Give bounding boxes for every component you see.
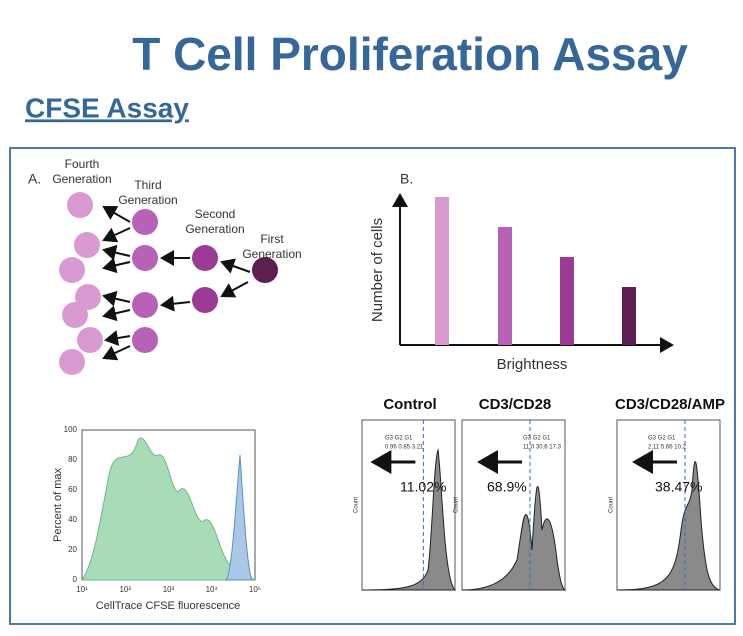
generation-label: Generation xyxy=(185,222,244,236)
y-label: Count xyxy=(609,497,615,513)
x-tick-label: 10¹ xyxy=(76,585,88,594)
y-tick-label: 20 xyxy=(68,545,77,554)
percent: 38.47% xyxy=(655,479,702,495)
flow-histogram xyxy=(616,461,721,591)
generation-label: Third xyxy=(134,178,161,192)
gates: G3 G2 G1 xyxy=(385,436,413,442)
cell xyxy=(132,327,158,353)
gates: G3 G2 G1 xyxy=(523,436,551,442)
panel-title: CD3/CD28/AMP xyxy=(615,396,725,413)
bar xyxy=(435,197,449,345)
arrow xyxy=(220,281,249,298)
flow-histogram xyxy=(461,486,567,591)
percent: 68.9% xyxy=(487,479,527,495)
percent: 11.02% xyxy=(400,479,446,495)
histogram-curve xyxy=(81,437,256,581)
arrow xyxy=(160,295,191,312)
bar xyxy=(498,227,512,345)
cell xyxy=(77,327,103,353)
arrow xyxy=(102,345,131,361)
y-tick-label: 60 xyxy=(68,485,77,494)
y-label: Count xyxy=(454,497,460,513)
generation-label: Fourth xyxy=(65,157,100,171)
cell xyxy=(75,284,101,310)
panel-title: Control xyxy=(383,396,436,413)
arrow xyxy=(102,244,131,261)
y-label: Count xyxy=(354,497,360,513)
generation-label: Generation xyxy=(52,172,111,186)
arrow xyxy=(102,305,131,322)
arrow xyxy=(104,330,131,346)
title: T Cell Proliferation Assay xyxy=(132,28,688,80)
cell xyxy=(67,192,93,218)
cell xyxy=(74,232,100,258)
axis-label: Brightness xyxy=(497,356,568,373)
x-tick-label: 10⁵ xyxy=(249,585,261,594)
gate-values: 2.11 5.66 10.2 xyxy=(648,445,687,451)
axis-label: CellTrace CFSE fluorescence xyxy=(96,600,240,612)
y-tick-label: 40 xyxy=(68,515,77,524)
histogram-peak xyxy=(224,454,253,581)
subtitle: CFSE Assay xyxy=(25,92,189,123)
bar xyxy=(560,257,574,345)
panel-label: A. xyxy=(28,171,41,187)
arrow xyxy=(102,257,131,274)
y-tick-label: 80 xyxy=(68,455,77,464)
generation-label: Generation xyxy=(242,247,301,261)
gates: G3 G2 G1 xyxy=(648,436,676,442)
axis-label: Number of cells xyxy=(369,218,386,322)
generation-label: Generation xyxy=(118,193,177,207)
cell xyxy=(192,245,218,271)
cell xyxy=(192,287,218,313)
generation-label: Second xyxy=(195,207,236,221)
x-tick-label: 10³ xyxy=(163,585,175,594)
frame xyxy=(9,147,736,625)
x-tick-label: 10² xyxy=(119,585,131,594)
x-tick-label: 10⁴ xyxy=(206,585,219,594)
axis-label: Percent of max xyxy=(52,468,64,542)
cell xyxy=(252,257,278,283)
cell xyxy=(59,257,85,283)
arrow xyxy=(220,258,251,274)
arrow xyxy=(102,227,131,243)
arrow xyxy=(102,206,131,223)
panel-label: B. xyxy=(400,171,413,187)
gate-values: 0.96 0.85 3.21 xyxy=(385,445,424,451)
panel-title: CD3/CD28 xyxy=(479,396,552,413)
bar xyxy=(622,287,636,345)
arrow xyxy=(102,290,131,307)
cell xyxy=(132,292,158,318)
y-tick-label: 100 xyxy=(64,425,78,434)
cell xyxy=(132,245,158,271)
generation-label: First xyxy=(260,232,284,246)
cell xyxy=(62,302,88,328)
y-tick-label: 0 xyxy=(73,575,78,584)
cell xyxy=(59,349,85,375)
gate-values: 11.0 30.6 17.3 xyxy=(523,445,562,451)
flow-histogram xyxy=(361,448,457,591)
cell xyxy=(132,209,158,235)
